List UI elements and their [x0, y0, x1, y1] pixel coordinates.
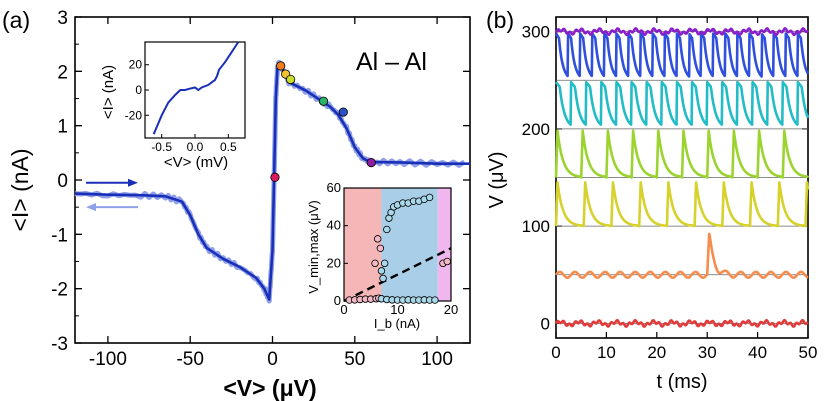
panel-b-trace-trace7: [554, 27, 809, 37]
panel-b-y-tick-label: 200: [522, 120, 550, 139]
inset-vmax-y-tick-label: 40: [327, 218, 341, 233]
main-marker: [366, 158, 376, 168]
inset-vmax-point: [379, 274, 387, 283]
main-y-tick-label: 3: [57, 8, 68, 29]
main-x-label: <V> (μV): [223, 375, 316, 401]
panel-b-trace-trace2: [555, 232, 809, 279]
inset-vmax-point: [383, 225, 391, 234]
panel-b-x-tick-label: 40: [748, 343, 767, 362]
inset-vmax-point: [374, 235, 382, 243]
main-marker: [338, 107, 348, 117]
inset-vmax-dashed-line: [343, 247, 452, 303]
main-x-tick-label: 100: [421, 349, 453, 370]
inset-vmax-region: [437, 188, 451, 301]
panel-b-trace-trace5: [555, 80, 810, 126]
panel-b-trace-trace3: [554, 181, 810, 228]
main-y-tick-label: 2: [57, 62, 68, 83]
inset-vmax-point: [371, 259, 379, 268]
inset-vmax-point: [443, 257, 451, 266]
main-marker: [318, 96, 329, 106]
main-x-tick-label: 0: [267, 349, 278, 370]
inset-vmax-x-tick-label: 20: [444, 302, 458, 317]
inset-vmax-y-tick-label: 20: [327, 255, 341, 270]
panel-b-trace-trace6: [554, 32, 810, 78]
inset-vmax-point: [376, 244, 385, 252]
inset-vmax-x-label-text: I_b (nA): [374, 316, 420, 331]
inset-vmax-y-tick-label: 60: [327, 180, 341, 195]
panel-b-trace-trace1: [554, 318, 809, 328]
inset-iv-x-tick-label: -0.5: [151, 140, 172, 154]
inset-vmax-y-label: V_min,max (μV): [306, 200, 321, 293]
inset-iv-y-tick-label: 0: [135, 83, 142, 97]
main-y-tick-label: -1: [51, 225, 68, 246]
inset-iv-y-tick-label: -20: [125, 108, 143, 122]
panel-a-label: (a): [2, 7, 30, 33]
main-x-tick-label: -100: [89, 349, 127, 370]
inset-vmax-y-label-text: V_min,max (μV): [306, 200, 321, 293]
inset-vmax-y-tick-label: 0: [334, 293, 341, 308]
inset-vmax-x-label: I_b (nA): [374, 316, 420, 331]
main-y-label: <I> (nA): [7, 148, 33, 231]
inset-iv-x-label: <V> (mV): [164, 154, 228, 171]
panel-b-x-tick-label: 0: [551, 343, 560, 362]
inset-iv-y-tick-label: 20: [129, 58, 143, 72]
panel-b-y-tick-label: 300: [522, 23, 550, 42]
inset-vmax-point: [431, 296, 439, 304]
panel-b-y-tick-label: 0: [541, 314, 550, 333]
panel-b-x-tick-label: 50: [799, 343, 818, 362]
main-arrow-head: [86, 203, 96, 212]
inset-vmax-point: [380, 259, 389, 268]
main-marker: [286, 74, 296, 85]
main-y-tick-label: -2: [51, 280, 68, 301]
main-series-line: [74, 61, 470, 301]
main-x-tick-label: -50: [176, 349, 203, 370]
main-y-tick-label: 1: [57, 117, 68, 138]
inset-vmax-region: [344, 188, 382, 301]
main-arrow-head: [128, 178, 138, 187]
panel-b-y-tick-label: 100: [522, 217, 550, 236]
panel-b-x-tick-label: 20: [647, 343, 666, 362]
main-y-tick-label: 0: [57, 171, 68, 192]
main-marker: [276, 61, 286, 71]
panel-b-chart: 0 10 20 30 40 50 0 100 200 300: [522, 16, 818, 362]
inset-iv-chart: -0.5 0.0 0.5 -20 0 20: [125, 41, 246, 154]
inset-vmax-chart: 0 10 20 0 20 40 60: [327, 180, 459, 317]
main-x-tick-label: 50: [344, 349, 365, 370]
inset-iv-x-tick-label: 0.0: [187, 140, 204, 154]
inset-iv-line: [152, 42, 240, 135]
panel-b-x-tick-label: 10: [597, 343, 616, 362]
main-y-tick-label: -3: [51, 334, 68, 355]
inset-vmax-x-tick-label: 0: [340, 302, 347, 317]
inset-vmax-point: [377, 267, 386, 275]
inset-vmax-point: [425, 193, 434, 202]
main-annotation: Al – Al: [356, 48, 427, 76]
panel-b-y-label: V (μV): [486, 151, 508, 208]
inset-vmax-x-tick-label: 10: [390, 302, 404, 317]
panel-b-label: (b): [486, 7, 514, 33]
panel-b-trace-trace4: [554, 129, 810, 179]
inset-iv-y-label: <I> (nA): [100, 65, 117, 119]
panel-b-x-tick-label: 30: [698, 343, 717, 362]
main-marker: [270, 172, 280, 182]
inset-iv-x-tick-label: 0.5: [220, 140, 237, 154]
panel-b-x-label: t (ms): [656, 371, 707, 393]
